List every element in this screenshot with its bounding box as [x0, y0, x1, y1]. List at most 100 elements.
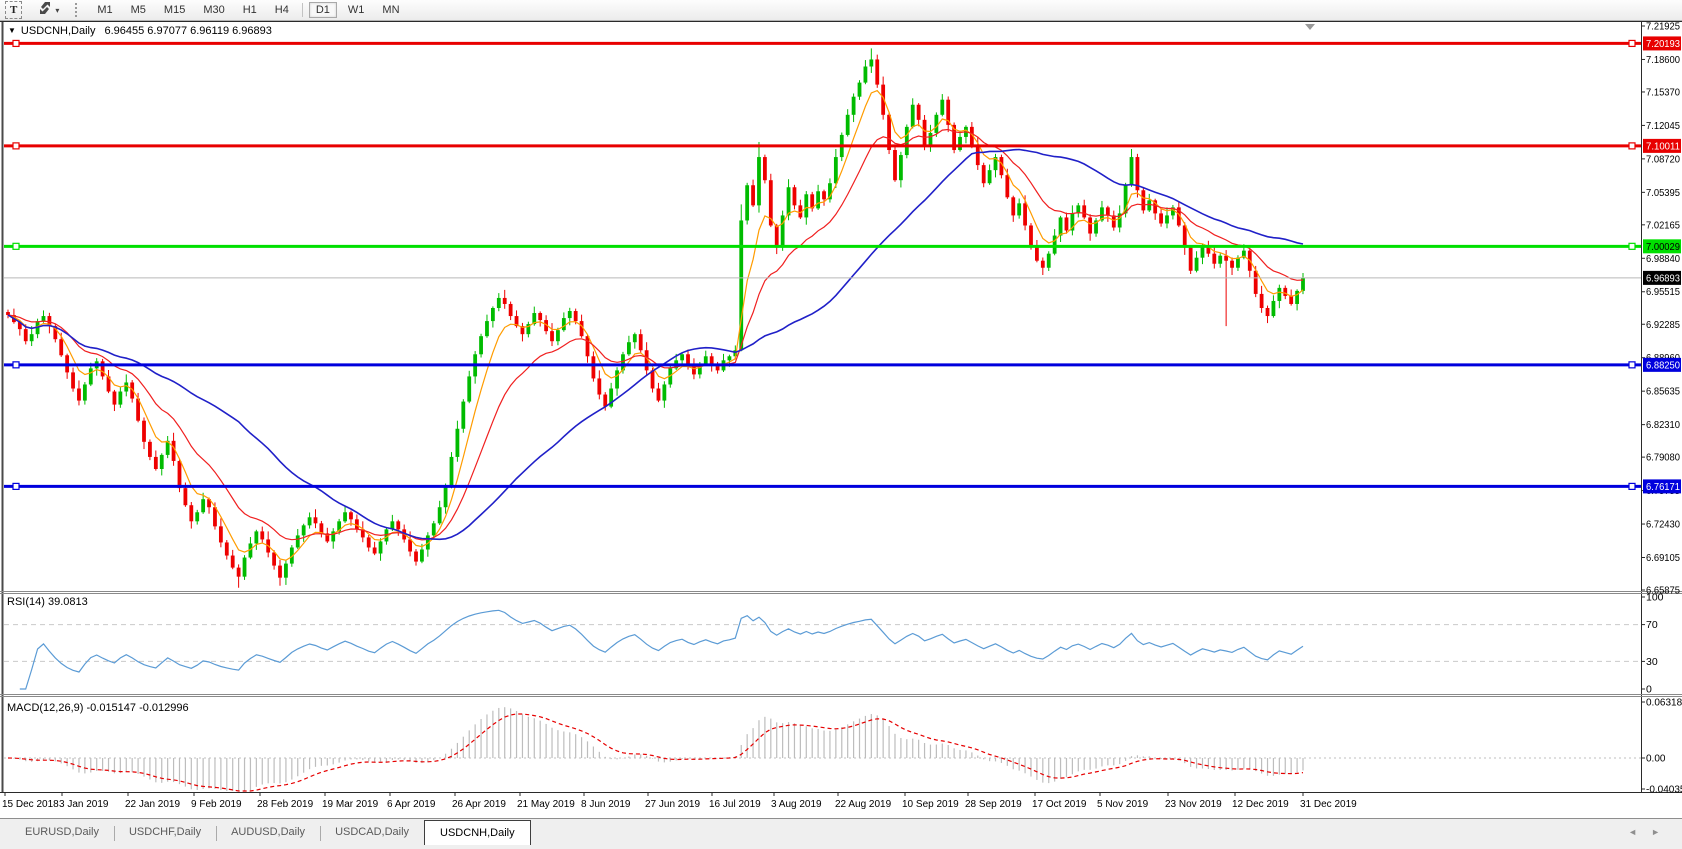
candle-body [940, 99, 945, 115]
y-axis-label: 7.12045 [1646, 120, 1680, 132]
candle-body [757, 157, 761, 206]
candle-body [845, 114, 850, 135]
timeframe-button-d1[interactable]: D1 [308, 2, 337, 18]
macd-axis-label: 0.00 [1646, 754, 1666, 765]
line-handle[interactable] [1628, 361, 1636, 369]
arrow-objects-button[interactable]: ▾ [33, 1, 64, 18]
line-handle[interactable] [1628, 39, 1636, 48]
candle-body [603, 394, 608, 407]
line-handle[interactable] [12, 39, 20, 48]
candle-body [632, 334, 637, 343]
candle-body [544, 320, 549, 332]
chart-tab-usdcad[interactable]: USDCAD,Daily [320, 822, 424, 845]
chart-tab-audusd[interactable]: AUDUSD,Daily [216, 822, 320, 845]
candle-body [561, 318, 566, 331]
candle-body [325, 533, 330, 542]
rsi-axis-label: 100 [1646, 592, 1664, 604]
macd-indicator-label: MACD(12,26,9) -0.015147 -0.012996 [7, 702, 189, 714]
line-handle[interactable] [1628, 482, 1636, 490]
line-handle[interactable] [12, 142, 20, 150]
line-handle[interactable] [1628, 142, 1636, 150]
candle-body [934, 114, 939, 133]
candle-body [455, 428, 460, 457]
timeframe-button-mn[interactable]: MN [382, 4, 400, 16]
candle-body [597, 378, 602, 395]
line-handle[interactable] [12, 361, 20, 369]
candle-body [189, 505, 194, 522]
candle-body [343, 512, 347, 522]
timeframe-button-h4[interactable]: H4 [274, 4, 289, 16]
rsi-indicator-label: RSI(14) 39.0813 [7, 596, 88, 608]
timeframe-button-m1[interactable]: M1 [97, 4, 113, 16]
macd-name: MACD(12,26,9) [7, 702, 84, 714]
candle-body [869, 59, 874, 67]
x-axis-label: 21 May 2019 [517, 799, 575, 810]
macd-axis-label: 0.063184 [1646, 698, 1682, 709]
x-axis-label: 28 Feb 2019 [257, 799, 314, 810]
collapse-triangle-icon[interactable]: ▼ [8, 26, 16, 35]
candle-body [278, 565, 282, 578]
x-axis-label: 23 Nov 2019 [1165, 799, 1222, 810]
hline-price-label: 6.88250 [1646, 359, 1680, 371]
candle-body [372, 547, 377, 554]
candle-body [47, 316, 52, 327]
candle-body [1301, 277, 1305, 291]
hline-price-label: 6.76171 [1646, 481, 1680, 493]
candle-body [1194, 257, 1199, 271]
rsi-axis-label: 70 [1646, 619, 1658, 631]
candle-body [449, 456, 454, 486]
candle-body [1230, 260, 1234, 268]
timeframe-button-m15[interactable]: M15 [163, 4, 186, 16]
x-axis-label: 19 Mar 2019 [322, 799, 379, 810]
chart-tab-usdchf[interactable]: USDCHF,Daily [113, 822, 216, 845]
candle-body [887, 114, 891, 151]
candle-body [1111, 215, 1116, 228]
candle-body [485, 321, 489, 337]
candle-body [508, 303, 513, 317]
candle-body [88, 368, 93, 385]
chart-tab-eurusd[interactable]: EURUSD,Daily [25, 826, 99, 838]
candle-body [668, 368, 673, 385]
text-tool-button[interactable]: T [5, 1, 23, 19]
chart-tab-usdcnh[interactable]: USDCNH,Daily [424, 820, 531, 845]
tab-scroll-left-icon[interactable]: ◄ [1628, 827, 1652, 837]
timeframe-button-m30[interactable]: M30 [203, 4, 225, 16]
chart-ohlc-values: 6.96455 6.97077 6.96119 6.96893 [104, 25, 272, 37]
candle-body [100, 361, 105, 377]
candle-body [230, 555, 235, 568]
candle-body [910, 104, 915, 127]
tab-scroll-right-icon[interactable]: ► [1651, 827, 1674, 837]
candle-body [946, 99, 951, 125]
chart-canvas[interactable]: 7.21925 7.18600 7.15370 7.12045 7.08720 7.053… [0, 0, 1682, 818]
y-axis-label: 7.05395 [1646, 187, 1680, 199]
toolbar-grip[interactable] [75, 3, 80, 17]
timeframe-button-h1[interactable]: H1 [242, 4, 257, 16]
candle-body [875, 59, 880, 85]
x-axis-label: 6 Apr 2019 [387, 799, 436, 810]
hline-price-label: 7.20193 [1646, 38, 1680, 50]
line-handle[interactable] [12, 482, 20, 490]
candle-body [804, 194, 809, 218]
candle-body [999, 157, 1004, 176]
candle-body [526, 324, 531, 335]
candle-body [1206, 245, 1211, 254]
chart-shift-marker[interactable] [1305, 24, 1315, 30]
candle-body [118, 391, 123, 405]
candle-body [242, 557, 247, 577]
rsi-name: RSI(14) [7, 596, 45, 608]
candle-body [656, 388, 661, 401]
candle-body [662, 384, 667, 401]
timeframe-button-m5[interactable]: M5 [130, 4, 146, 16]
chevron-down-icon[interactable]: ▾ [55, 5, 60, 15]
candle-body [349, 512, 353, 520]
chart-title: ▼ USDCNH,Daily 6.96455 6.97077 6.96119 6.9… [8, 25, 272, 37]
candle-body [1100, 207, 1104, 221]
line-handle[interactable] [1628, 242, 1636, 250]
candle-body [148, 441, 152, 457]
y-axis-label: 6.85635 [1646, 386, 1680, 398]
chart-symbol: USDCNH,Daily [20, 25, 96, 37]
timeframe-button-w1[interactable]: W1 [347, 4, 365, 16]
candle-body [833, 157, 838, 184]
line-handle[interactable] [12, 242, 20, 250]
candle-body [768, 180, 773, 226]
